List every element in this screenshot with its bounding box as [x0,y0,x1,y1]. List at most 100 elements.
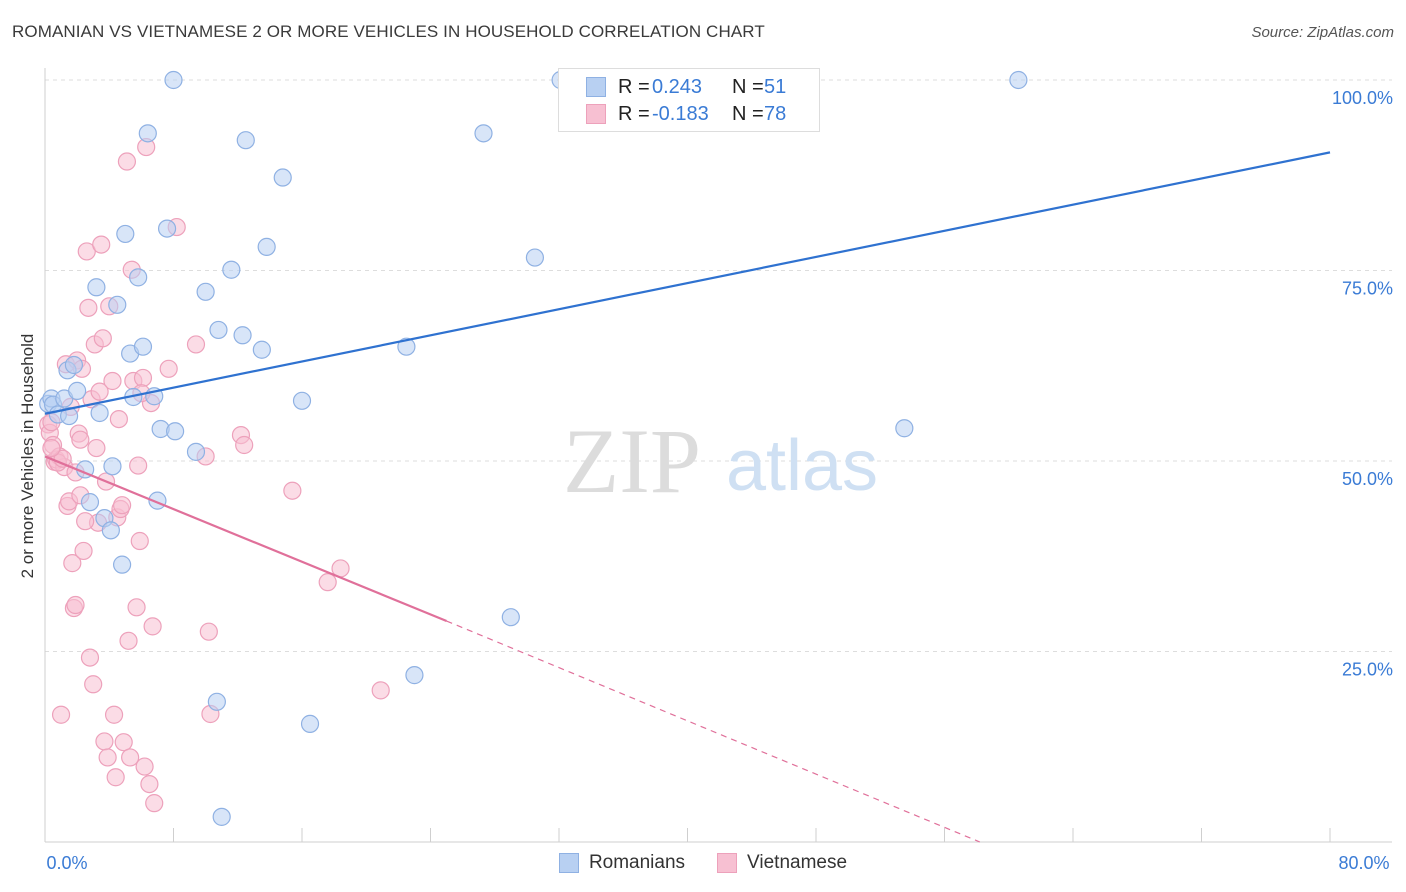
vietnamese-point[interactable] [76,512,95,531]
vietnamese-point[interactable] [79,298,98,317]
y-axis-label: 2 or more Vehicles in Household [18,333,37,579]
romanians-swatch [558,853,579,873]
vietnamese-trend-extension [446,620,981,843]
romanians-point[interactable] [138,124,157,143]
romanians-point[interactable] [157,219,177,238]
legend-row-romanians: R = 0.243 N = 51 [559,74,786,100]
vietnamese-point[interactable] [159,359,178,378]
legend-item-vietnamese[interactable]: Vietnamese [717,852,847,874]
romanians-point[interactable] [164,70,183,90]
vietnamese-point[interactable] [103,371,122,391]
vietnamese-point[interactable] [117,152,137,171]
romanians-point[interactable] [209,320,228,340]
romanians-point[interactable] [103,457,122,476]
romanians-points [39,70,1028,826]
watermark-zip: ZIP [563,410,701,512]
tick-labels: 100.0% 75.0% 50.0% 25.0% 0.0% 80.0% [46,88,1393,873]
y-tick-label: 50.0% [1342,469,1393,489]
vietnamese-point[interactable] [235,435,254,455]
romanians-point[interactable] [236,131,255,150]
romanians-point[interactable] [212,807,231,826]
romanians-point[interactable] [186,442,206,461]
grid-lines [45,79,1392,652]
y-tick-label: 25.0% [1342,660,1393,680]
romanians-point[interactable] [252,340,271,359]
vietnamese-point[interactable] [283,481,302,500]
romanians-point[interactable] [273,168,292,187]
vietnamese-point[interactable] [98,748,117,767]
vietnamese-point[interactable] [42,438,61,458]
romanians-point[interactable] [525,248,545,267]
vietnamese-swatch [586,104,606,124]
romanians-point[interactable] [292,391,312,410]
vietnamese-point[interactable] [95,732,114,751]
romanians-point[interactable] [90,403,109,423]
vietnamese-point[interactable] [87,438,106,458]
legend-label-romanians: Romanians [588,852,686,873]
r-value: 0.243 [652,75,703,98]
vietnamese-point[interactable] [104,705,124,724]
vietnamese-point[interactable] [135,757,154,776]
romanians-point[interactable] [1009,70,1028,90]
legend-item-romanians[interactable]: Romanians [558,852,686,874]
vietnamese-point[interactable] [93,329,112,348]
vietnamese-point[interactable] [133,368,153,388]
romanians-point[interactable] [112,555,132,574]
vietnamese-point[interactable] [92,235,111,254]
romanians-point[interactable] [300,714,320,733]
romanians-point[interactable] [405,666,424,685]
romanians-point[interactable] [87,278,106,297]
romanians-point[interactable] [166,422,185,441]
vietnamese-point[interactable] [63,554,82,573]
romanians-point[interactable] [207,692,226,711]
romanians-point[interactable] [108,295,127,314]
vietnamese-point[interactable] [71,430,90,449]
romanians-point[interactable] [474,124,493,143]
romanians-point[interactable] [133,337,153,356]
legend-label-vietnamese: Vietnamese [747,852,848,873]
romanians-point[interactable] [895,419,914,438]
vietnamese-point[interactable] [371,681,390,700]
vietnamese-point[interactable] [143,617,162,636]
vietnamese-point[interactable] [130,531,149,551]
chart-title: ROMANIAN VS VIETNAMESE 2 OR MORE VEHICLE… [12,22,765,41]
vietnamese-point[interactable] [51,705,71,724]
romanians-point[interactable] [129,268,148,287]
vietnamese-point[interactable] [114,733,133,752]
axes [44,68,1392,843]
vietnamese-point[interactable] [84,675,103,694]
romanians-point[interactable] [222,260,241,279]
vietnamese-point[interactable] [127,598,146,617]
y-tick-label: 75.0% [1342,279,1393,299]
romanians-point[interactable] [80,493,100,512]
vietnamese-point[interactable] [119,631,138,650]
vietnamese-point[interactable] [80,648,100,667]
romanians-point[interactable] [257,237,276,256]
vietnamese-point[interactable] [74,541,93,561]
romanians-point[interactable] [101,521,120,540]
r-label: R = [618,102,650,125]
vietnamese-point[interactable] [106,768,125,787]
romanians-point[interactable] [501,608,520,627]
romanians-point[interactable] [397,337,416,356]
vietnamese-point[interactable] [112,496,132,515]
vietnamese-point[interactable] [90,382,109,401]
vietnamese-point[interactable] [129,456,148,475]
vietnamese-point[interactable] [66,595,85,615]
romanians-point[interactable] [196,282,215,301]
vietnamese-point[interactable] [145,794,164,813]
vietnamese-point[interactable] [121,748,140,767]
vietnamese-point[interactable] [318,573,337,592]
romanians-point[interactable] [116,224,135,244]
romanians-point[interactable] [64,355,84,375]
romanians-point[interactable] [68,381,87,400]
romanians-point[interactable] [59,406,79,426]
n-value: 78 [764,102,787,125]
vietnamese-point[interactable] [199,622,218,641]
romanians-point[interactable] [233,326,252,345]
vietnamese-point[interactable] [140,774,159,794]
romanians-swatch [586,77,606,97]
vietnamese-point[interactable] [109,409,128,429]
legend-row-vietnamese: R = -0.183 N = 78 [559,101,786,127]
vietnamese-point[interactable] [186,335,206,354]
